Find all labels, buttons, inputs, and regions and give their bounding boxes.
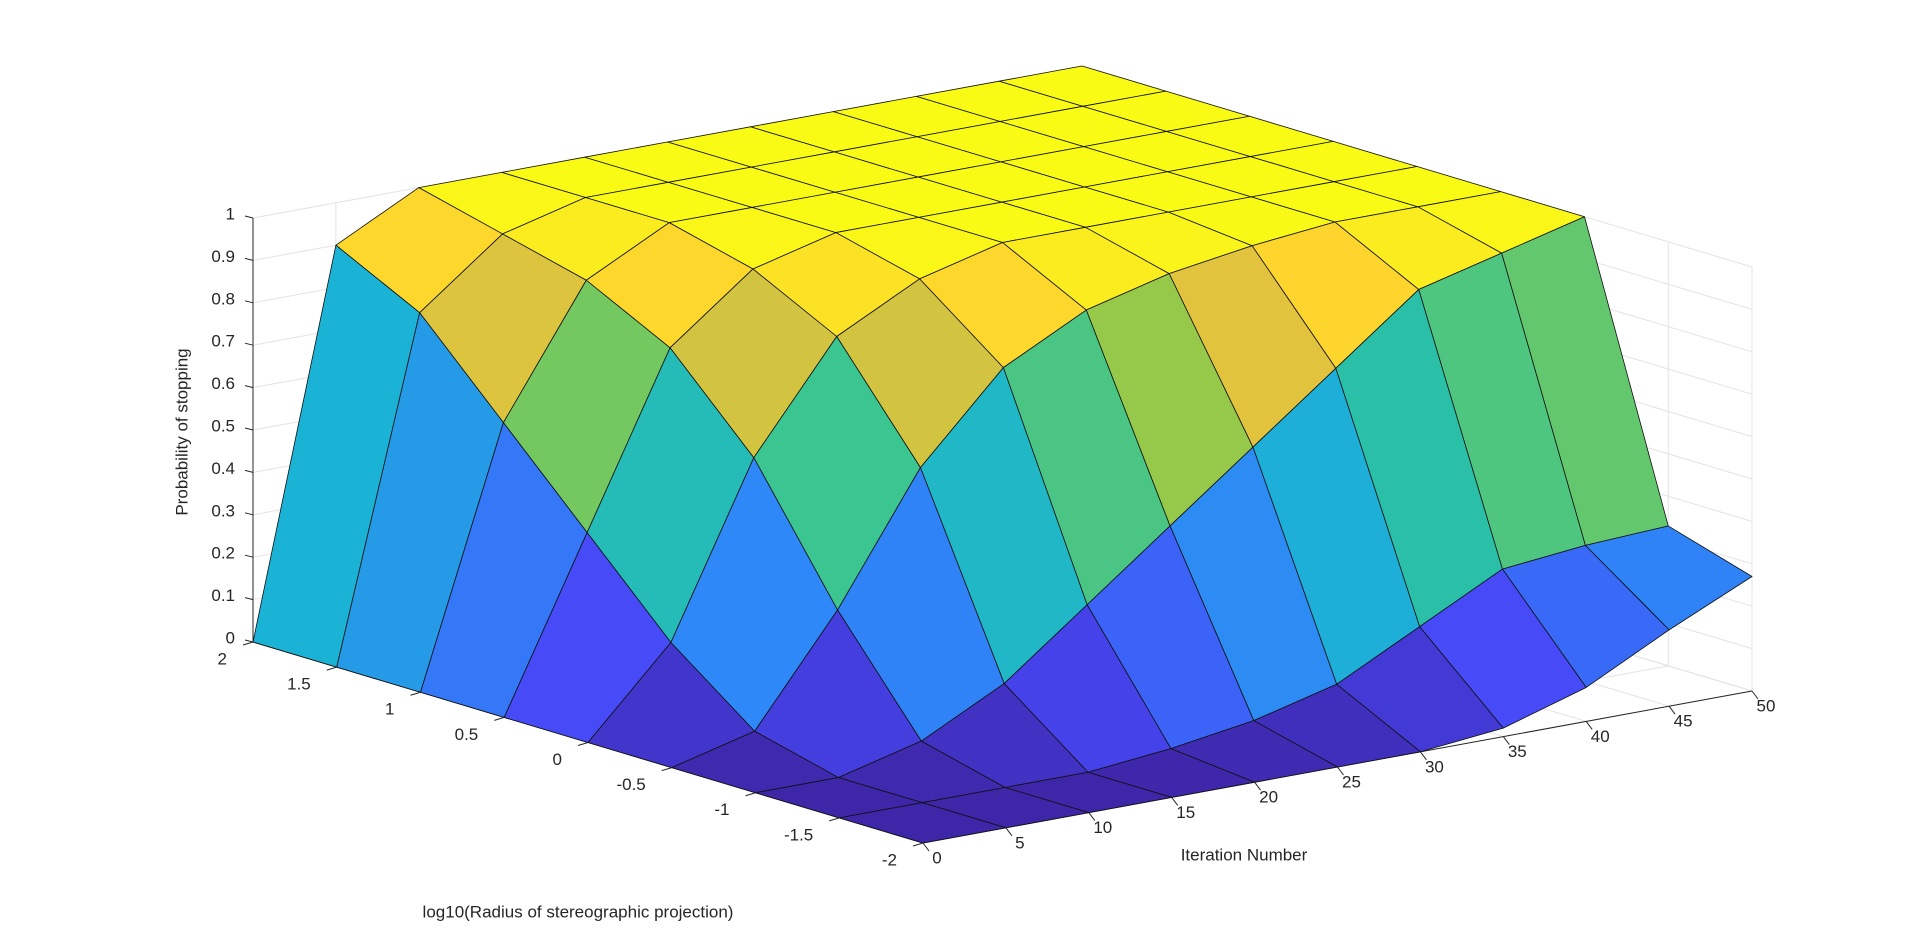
x-tick bbox=[1254, 781, 1261, 791]
z-tick bbox=[244, 342, 254, 346]
y-tick bbox=[410, 691, 421, 696]
z-tick-label: 0.8 bbox=[211, 289, 235, 308]
y-axis-label: log10(Radius of stereographic projection… bbox=[423, 902, 734, 921]
x-tick bbox=[1171, 797, 1179, 806]
z-tick bbox=[244, 385, 254, 389]
z-tick bbox=[244, 639, 254, 643]
x-tick-label: 25 bbox=[1342, 772, 1361, 791]
y-tick-label: -1.5 bbox=[784, 825, 813, 844]
z-tick-label: 0.3 bbox=[211, 501, 235, 520]
x-axis-label: Iteration Number bbox=[1181, 845, 1308, 864]
y-tick-label: -2 bbox=[882, 850, 897, 869]
z-tick bbox=[244, 427, 254, 431]
z-tick-label: 0.9 bbox=[211, 247, 235, 266]
surface-patch bbox=[838, 802, 1007, 844]
y-tick bbox=[745, 792, 756, 797]
y-tick-label: 1 bbox=[385, 700, 394, 719]
z-tick-label: 0.4 bbox=[211, 459, 235, 478]
z-tick bbox=[244, 512, 254, 516]
y-tick-label: 0.5 bbox=[455, 725, 479, 744]
x-tick-label: 15 bbox=[1176, 803, 1195, 822]
z-tick bbox=[244, 257, 254, 261]
y-tick bbox=[326, 666, 337, 671]
x-tick-label: 5 bbox=[1015, 833, 1024, 852]
z-tick bbox=[244, 215, 254, 219]
z-tick bbox=[244, 554, 254, 558]
y-tick bbox=[242, 641, 254, 646]
z-tick-label: 0.1 bbox=[211, 586, 235, 605]
x-tick-label: 20 bbox=[1259, 788, 1278, 807]
x-tick bbox=[1337, 766, 1344, 776]
y-tick-label: -0.5 bbox=[616, 775, 645, 794]
x-tick-label: 50 bbox=[1757, 696, 1776, 715]
z-tick-label: 0.5 bbox=[211, 416, 235, 435]
x-tick-label: 40 bbox=[1591, 727, 1610, 746]
y-tick-label: -1 bbox=[714, 800, 729, 819]
z-tick bbox=[244, 597, 254, 601]
z-tick bbox=[244, 300, 254, 304]
x-tick bbox=[1005, 827, 1013, 837]
z-tick-label: 0.7 bbox=[211, 332, 235, 351]
x-tick bbox=[1668, 705, 1676, 715]
x-tick bbox=[922, 842, 930, 852]
x-tick bbox=[1585, 721, 1593, 730]
z-tick-label: 0.6 bbox=[211, 374, 235, 393]
z-tick bbox=[244, 469, 254, 473]
y-tick bbox=[577, 742, 589, 746]
y-tick-label: 0 bbox=[553, 750, 562, 769]
y-tick bbox=[912, 842, 924, 847]
y-tick bbox=[494, 716, 505, 721]
x-tick-label: 35 bbox=[1508, 742, 1527, 761]
x-tick bbox=[1088, 812, 1096, 821]
x-tick-label: 0 bbox=[932, 848, 941, 867]
x-tick-label: 10 bbox=[1093, 818, 1112, 837]
y-tick bbox=[661, 767, 672, 772]
x-tick bbox=[1502, 736, 1510, 745]
x-tick bbox=[1751, 690, 1759, 700]
z-tick-label: 0.2 bbox=[211, 544, 235, 563]
z-axis-label: Probability of stopping bbox=[172, 348, 191, 515]
y-tick bbox=[829, 817, 840, 822]
x-tick-label: 30 bbox=[1425, 757, 1444, 776]
x-tick-label: 45 bbox=[1674, 712, 1693, 731]
x-tick bbox=[1420, 751, 1427, 761]
z-tick-label: 0 bbox=[226, 628, 235, 647]
z-tick-label: 1 bbox=[226, 204, 235, 223]
y-tick-label: 1.5 bbox=[287, 675, 311, 694]
y-tick-label: 2 bbox=[218, 649, 227, 668]
